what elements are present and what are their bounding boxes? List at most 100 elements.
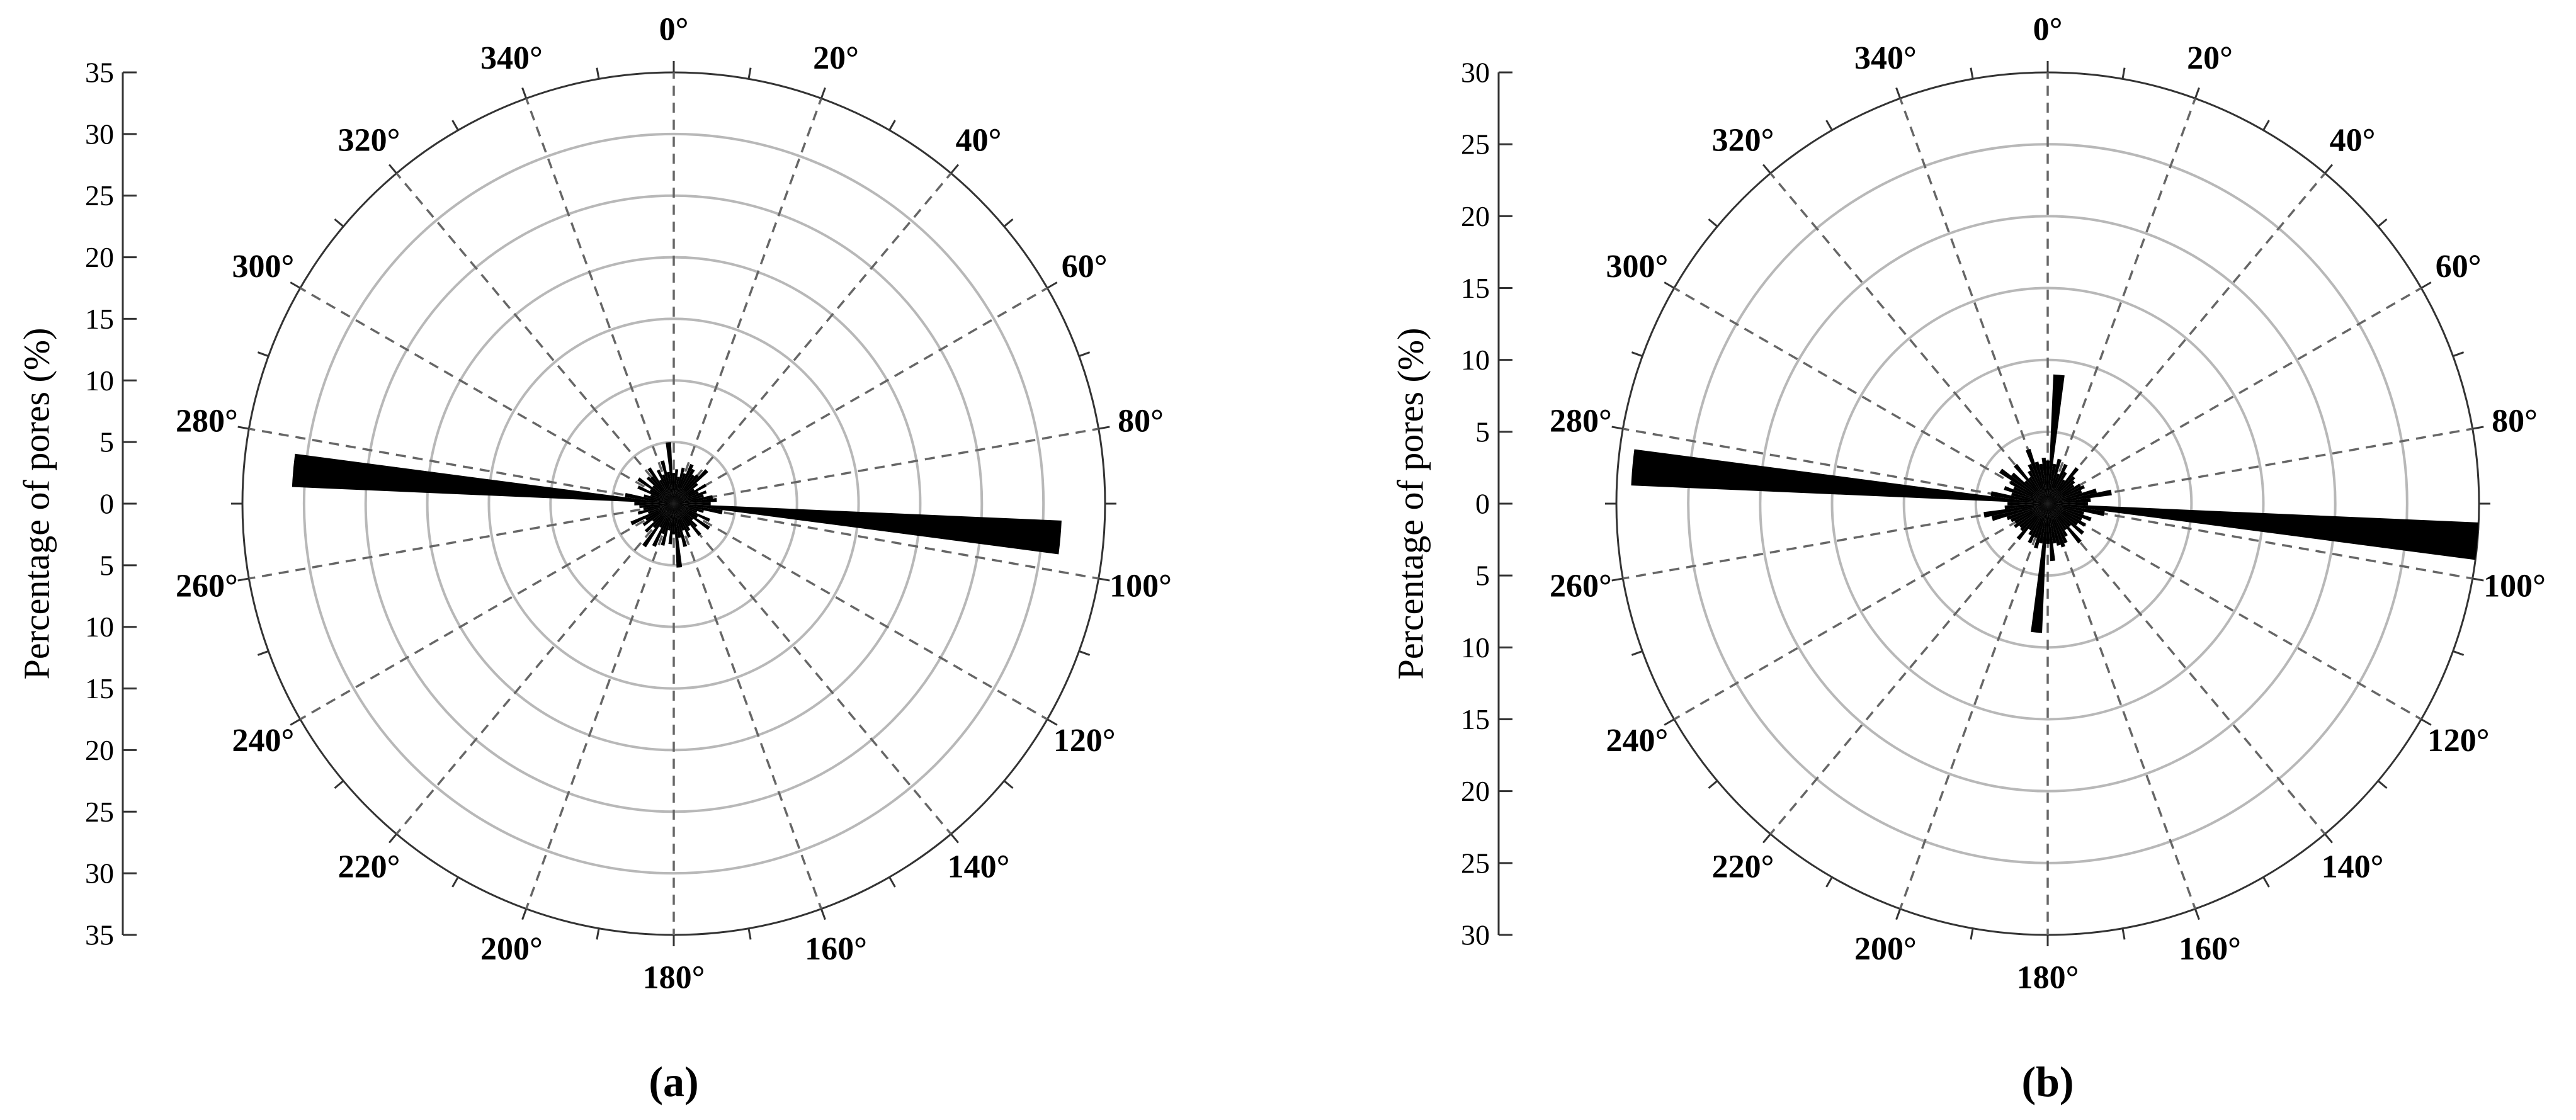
rose-bar — [674, 504, 1062, 555]
rose-bar — [674, 467, 685, 504]
angle-label: 220° — [1712, 849, 1774, 885]
rose-bar — [674, 504, 681, 538]
axis-tick-label: 30 — [85, 857, 114, 890]
rose-bar — [2024, 480, 2048, 504]
grid-ring — [1830, 286, 2265, 721]
spoke-line — [673, 427, 1099, 505]
rose-bar — [639, 504, 674, 509]
bars — [1631, 374, 2479, 633]
spoke-line — [249, 427, 674, 505]
angle-label: 280° — [1550, 404, 1612, 439]
spoke-line — [2046, 98, 2196, 504]
rose-bar — [2048, 476, 2075, 504]
rose-bar — [2028, 470, 2048, 504]
rose-bar — [2013, 486, 2048, 504]
rose-bar — [2007, 502, 2048, 506]
spoke-line — [673, 286, 1048, 505]
rose-bar — [674, 504, 691, 531]
rose-bar — [674, 502, 711, 506]
spoke-line — [2047, 427, 2473, 505]
rose-bar — [652, 485, 674, 504]
angle-label: 100° — [2483, 568, 2546, 604]
rose-bar — [2028, 504, 2048, 544]
angle-label: 40° — [956, 123, 1002, 159]
rose-bar — [674, 484, 707, 504]
angle-label: 180° — [643, 960, 705, 996]
angle-tick — [888, 876, 896, 888]
angle-label: 20° — [813, 40, 859, 76]
rose-bar — [2039, 463, 2048, 504]
rose-bar — [650, 494, 674, 504]
rose-bar — [650, 476, 674, 504]
rose-bar — [292, 453, 674, 504]
angle-tick — [950, 833, 960, 844]
rose-bar — [1990, 491, 2048, 504]
rose-bar — [674, 469, 679, 504]
angle-tick — [1708, 218, 1718, 227]
axis-tick-label: 25 — [1461, 847, 1490, 879]
rose-bar — [652, 504, 674, 547]
angle-label: 140° — [948, 849, 1010, 885]
angle-tick — [2324, 164, 2334, 174]
angle-tick — [237, 426, 249, 430]
rose-bar — [2031, 504, 2048, 633]
axis-tick-label: 5 — [99, 426, 114, 458]
rose-bar — [674, 490, 707, 504]
rose-bar — [2048, 458, 2062, 504]
angle-tick — [596, 928, 600, 940]
rose-bar — [2048, 504, 2105, 516]
axis-tick-label: 30 — [1461, 919, 1490, 951]
angle-label: 340° — [1854, 40, 1917, 76]
panel-label: (a) — [649, 1058, 698, 1106]
rose-bar — [2028, 463, 2048, 504]
rose-bar — [2048, 472, 2067, 504]
rose-bar — [674, 474, 695, 504]
angle-label: 100° — [1109, 568, 1172, 604]
rose-bar — [642, 504, 674, 526]
angle-tick — [388, 833, 397, 844]
grid-ring — [1759, 215, 2337, 793]
rose-bar — [634, 502, 674, 506]
rose-bar — [647, 504, 674, 514]
rose-bar — [667, 504, 674, 531]
rose-bar — [674, 504, 694, 521]
angle-tick — [2194, 908, 2200, 920]
grid-spokes — [231, 61, 1116, 946]
rose-bar — [674, 491, 699, 504]
angle-tick — [2377, 218, 2388, 227]
rose-bar — [625, 493, 674, 504]
spoke-line — [1899, 503, 2049, 910]
angle-tick — [1895, 908, 1902, 920]
rose-bar — [656, 469, 674, 504]
axis-tick-label: 15 — [85, 672, 114, 704]
spoke-line — [2046, 503, 2196, 910]
spoke-line — [299, 502, 674, 721]
axis-tick-label: 35 — [85, 919, 114, 951]
angle-tick — [2472, 577, 2484, 582]
angle-label: 60° — [2436, 249, 2482, 285]
rose-bar — [2019, 504, 2048, 528]
angle-tick — [2121, 928, 2126, 940]
rose-bar — [674, 468, 695, 504]
rose-bar — [1631, 449, 2048, 504]
angle-label: 20° — [2187, 40, 2233, 76]
axis-tick-label: 20 — [1461, 775, 1490, 807]
rose-bar — [2048, 504, 2055, 562]
rose-bar — [649, 489, 674, 504]
grid-ring — [611, 441, 737, 567]
rose-bar — [2016, 504, 2048, 540]
axis-tick-label: 10 — [1461, 631, 1490, 664]
rose-bar — [659, 504, 674, 528]
axis-tick-label: 25 — [85, 796, 114, 828]
rose-bar — [674, 474, 699, 504]
angle-tick — [2324, 833, 2334, 844]
rose-bar — [660, 460, 674, 504]
rose-bar — [637, 477, 674, 504]
angle-tick — [888, 120, 896, 131]
rose-bar — [2009, 480, 2048, 504]
rose-bar — [674, 504, 710, 530]
angle-tick — [1047, 718, 1058, 726]
rose-bar — [666, 442, 674, 504]
rose-bar — [652, 504, 674, 523]
angle-tick — [388, 164, 397, 174]
